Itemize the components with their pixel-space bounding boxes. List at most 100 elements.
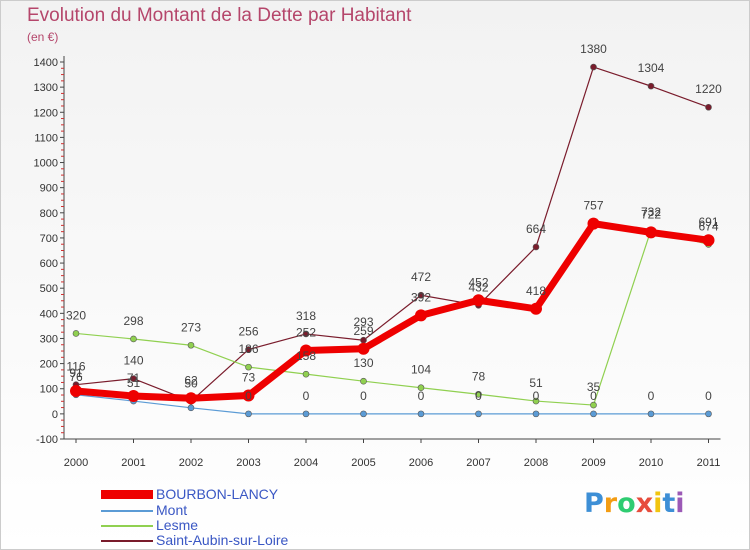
y-tick-label: 1000 [34, 158, 58, 170]
y-tick-label: 600 [40, 258, 58, 270]
legend-swatch [101, 525, 153, 527]
data-point [587, 217, 600, 230]
data-point [472, 294, 485, 307]
data-label: 0 [303, 389, 310, 403]
data-point [417, 384, 425, 392]
data-label: 158 [296, 349, 316, 363]
y-tick-label: 200 [40, 359, 58, 371]
data-label: 320 [66, 308, 86, 322]
data-point [417, 291, 425, 299]
data-point [532, 397, 540, 405]
data-label: 0 [245, 389, 252, 403]
data-label: 392 [411, 290, 431, 304]
logo-letter: t [662, 488, 676, 519]
series-line [72, 220, 712, 402]
data-point [360, 377, 367, 385]
x-tick-label: 2006 [409, 457, 433, 469]
data-point [417, 410, 425, 418]
x-tick-label: 2000 [64, 457, 88, 469]
y-tick-label: 1100 [34, 132, 58, 144]
data-point [532, 410, 540, 418]
chart-unit-label: (en €) [27, 30, 59, 44]
y-tick-label: 300 [40, 333, 58, 345]
data-point [532, 243, 540, 251]
data-label: 0 [705, 389, 712, 403]
data-point [415, 309, 427, 322]
data-label: 472 [411, 270, 431, 284]
y-tick-label: 500 [40, 283, 58, 295]
y-tick-label: -100 [36, 434, 58, 446]
data-point [245, 410, 252, 418]
data-label: 452 [468, 275, 488, 289]
data-label: 0 [418, 389, 425, 403]
data-point [590, 401, 597, 409]
y-tick-label: 1400 [34, 57, 58, 69]
legend-label: Mont [156, 502, 188, 518]
data-label: 418 [526, 284, 546, 298]
data-point [590, 410, 597, 418]
data-label: 674 [698, 219, 718, 233]
x-tick-label: 2008 [524, 457, 548, 469]
data-label: 664 [526, 222, 546, 236]
data-point [130, 375, 137, 382]
y-tick-label: 1300 [34, 82, 58, 94]
data-point [705, 410, 712, 418]
y-tick-label: 1200 [34, 107, 58, 119]
logo-letter: i [675, 488, 685, 519]
data-label: 130 [353, 356, 373, 370]
data-label: 116 [66, 360, 85, 374]
data-label: 273 [181, 320, 201, 334]
data-label: 259 [353, 324, 373, 338]
data-label: 691 [698, 215, 718, 229]
logo-letter: P [584, 488, 604, 519]
data-label: 51 [127, 376, 141, 390]
logo-letter: i [653, 488, 663, 519]
y-tick-label: 700 [40, 233, 58, 245]
data-label: 186 [238, 342, 258, 356]
data-point [242, 389, 255, 402]
data-label: 78 [472, 369, 486, 383]
y-tick-label: 100 [40, 384, 58, 396]
data-label: 298 [123, 314, 143, 328]
x-tick-label: 2003 [236, 457, 260, 469]
chart-title: Evolution du Montant de la Dette par Hab… [27, 5, 412, 26]
x-tick-label: 2007 [466, 457, 490, 469]
x-tick-label: 2010 [639, 457, 663, 469]
data-point [705, 103, 712, 111]
data-point [530, 302, 542, 315]
data-point [70, 384, 82, 397]
data-label: 1380 [580, 42, 607, 56]
series-line [75, 394, 710, 415]
data-label: 432 [468, 280, 488, 294]
legend-swatch [101, 510, 153, 512]
data-label: 1220 [695, 82, 722, 96]
data-label: 51 [529, 376, 543, 390]
legend-label: Saint-Aubin-sur-Loire [156, 532, 289, 548]
x-tick-label: 2009 [581, 457, 605, 469]
data-label: 1304 [638, 61, 665, 75]
data-label: 252 [296, 326, 316, 340]
data-point [185, 392, 197, 405]
data-label: 732 [641, 205, 661, 219]
data-point [475, 390, 482, 398]
data-label: 256 [238, 325, 258, 339]
data-point [300, 344, 312, 357]
data-point [702, 234, 715, 247]
data-point [357, 342, 370, 355]
data-label: 140 [123, 354, 143, 368]
legend-label: BOURBON-LANCY [156, 486, 279, 502]
y-tick-label: 0 [52, 409, 58, 421]
data-point [647, 82, 655, 90]
x-tick-label: 2004 [294, 457, 318, 469]
legend-swatch [101, 490, 153, 499]
data-point [187, 341, 195, 349]
y-tick-label: 400 [40, 308, 58, 320]
data-label: 757 [583, 199, 603, 213]
data-label: 722 [641, 207, 661, 221]
data-label: 62 [184, 373, 198, 387]
data-point [590, 63, 597, 71]
logo-letter: o [617, 488, 636, 519]
data-label: 35 [587, 380, 601, 394]
